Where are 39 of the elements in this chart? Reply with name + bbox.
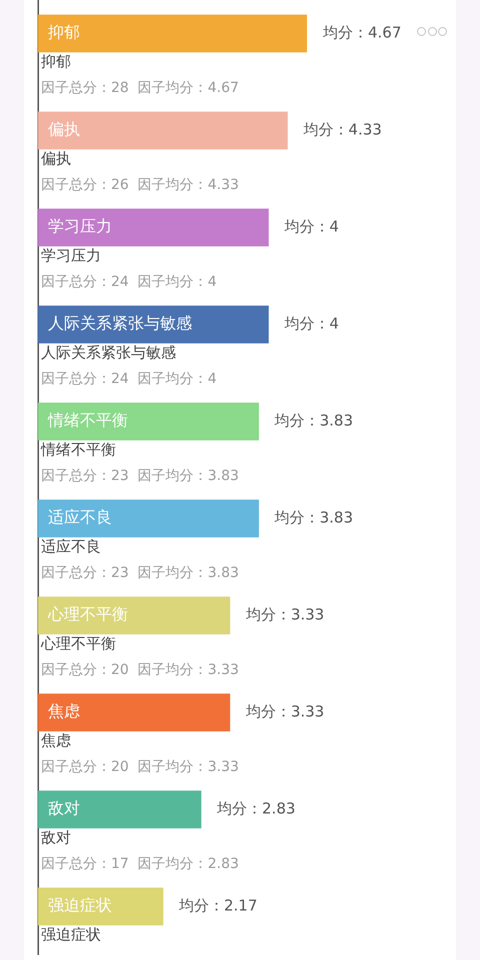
data-label: 均分：4.67 [322,23,402,42]
data-label: 均分：3.83 [274,508,354,526]
y-tick-label: 焦虑 [48,702,80,721]
y-tick-label: 抑郁 [48,22,80,42]
data-label: 均分：4 [283,314,339,332]
bar [38,14,307,52]
y-tick-label: 学习压力 [48,216,112,236]
y-tick-label: 适应不良 [48,508,112,527]
data-label: 均分：3.83 [274,411,354,430]
data-label: 均分：4 [283,217,339,236]
bar [38,790,202,828]
y-tick-label: 敌对 [48,798,80,818]
data-label: 均分：3.33 [244,702,324,720]
annotation: 因子总分：28 因子均分：4.67 [41,80,239,96]
y-tick-label: 情绪不平衡 [47,410,128,430]
y-tick-label: 偏执 [48,120,80,139]
data-label: 均分：2.17 [178,896,258,914]
bar [38,112,288,150]
bar [38,402,259,440]
bar [38,694,230,732]
annotation: 因子总分：20 因子均分：3.33 [41,662,239,678]
annotation: 因子总分：17 因子均分：2.83 [41,856,239,872]
y-tick-label: 心理不平衡 [47,604,128,624]
bar [38,500,259,538]
annotation: 因子总分：20 因子均分：3.33 [41,759,239,776]
bar [38,888,164,926]
bar [38,596,230,634]
y-tick-label: 人际关系紧张与敏感 [48,314,192,333]
data-label: 均分：4.33 [302,120,382,138]
bar [38,306,269,344]
annotation: 因子总分：23 因子均分：3.83 [41,565,239,582]
annotation: 因子总分：23 因子均分：3.83 [41,468,239,484]
data-label: 均分：2.83 [216,799,296,818]
annotation: 因子总分：24 因子均分：4 [41,274,217,290]
annotation: 因子总分：26 因子均分：4.33 [41,177,239,194]
bar [38,208,269,246]
data-label: 均分：3.33 [244,605,324,624]
annotation: 因子总分：24 因子均分：4 [41,371,217,388]
y-tick-label: 强迫症状 [48,896,112,915]
